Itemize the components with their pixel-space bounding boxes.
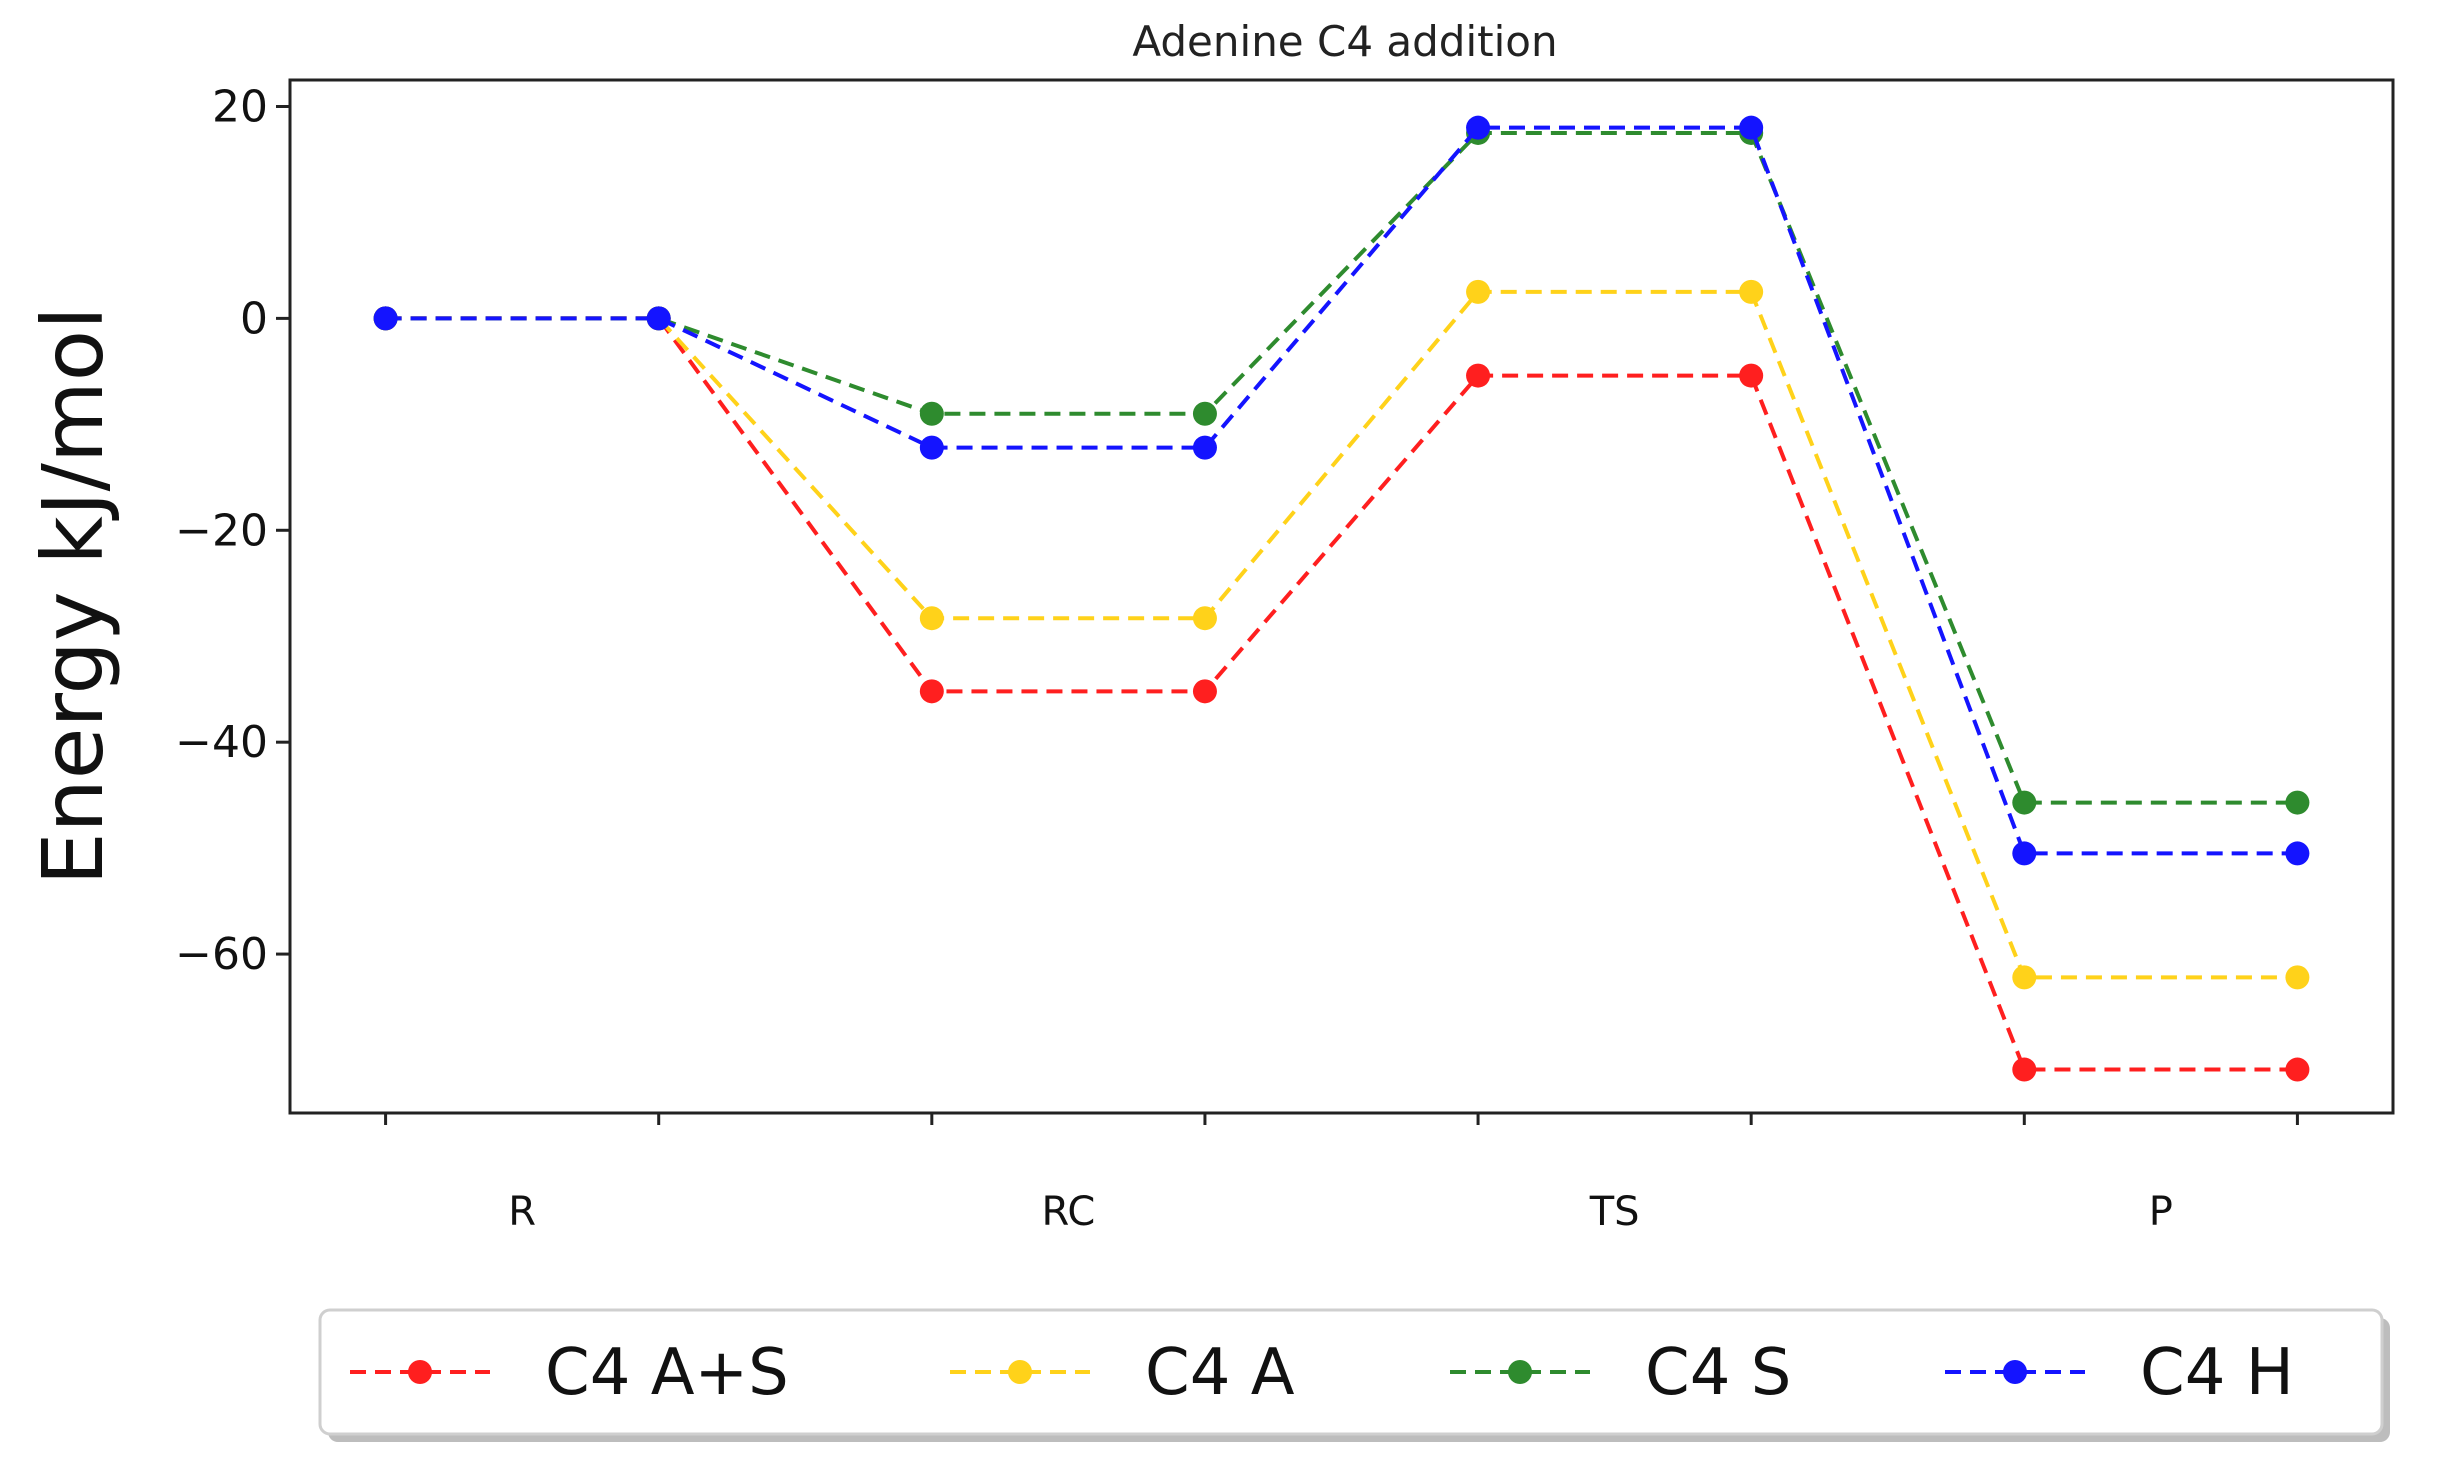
y-tick-label: −20 (175, 505, 268, 556)
data-point (646, 306, 671, 331)
data-point (1466, 279, 1491, 304)
x-axis-ticks (384, 1113, 2299, 1125)
data-point (1739, 279, 1764, 304)
data-point (919, 435, 944, 460)
plot-area-frame (288, 78, 2395, 1115)
legend-marker (408, 1360, 432, 1384)
data-point (1192, 679, 1217, 704)
series-c4-a (373, 279, 2310, 990)
legend-label: C4 S (1645, 1336, 1791, 1410)
data-point (373, 306, 398, 331)
x-category-label: TS (1589, 1189, 1640, 1235)
y-tick-label: 20 (212, 81, 268, 132)
data-point (2012, 841, 2037, 866)
data-point (2285, 1057, 2310, 1082)
legend-label: C4 A (1145, 1336, 1295, 1410)
series-line (385, 130, 2298, 805)
y-tick-label: 0 (240, 293, 268, 344)
data-point (1192, 606, 1217, 631)
series-line (385, 289, 2298, 980)
y-tick-label: −60 (175, 929, 268, 980)
data-point (919, 679, 944, 704)
x-category-label: R (508, 1189, 536, 1235)
data-point (1192, 435, 1217, 460)
x-category-label: P (2149, 1189, 2173, 1235)
data-point (1466, 363, 1491, 388)
data-point (1192, 401, 1217, 426)
legend-items: C4 A+S C4 A C4 S C4 H (350, 1336, 2294, 1410)
series-c4-s (373, 120, 2310, 815)
legend-item: C4 A (950, 1336, 1295, 1410)
x-category-labels: R RC TS P (508, 1189, 2173, 1235)
legend-item: C4 H (1945, 1336, 2294, 1410)
series-line (385, 125, 2298, 856)
chart-title: Adenine C4 addition (1132, 17, 1557, 66)
legend-marker (2003, 1360, 2027, 1384)
y-axis-ticks: 20 0 −20 −40 −60 (175, 81, 290, 980)
legend-item: C4 A+S (350, 1336, 789, 1410)
series-line (385, 316, 2298, 1072)
legend-marker (1508, 1360, 1532, 1384)
data-point (2012, 965, 2037, 990)
legend-item: C4 S (1450, 1336, 1791, 1410)
data-point (1739, 363, 1764, 388)
data-point (1466, 115, 1491, 140)
data-point (2285, 790, 2310, 815)
data-point (919, 606, 944, 631)
y-axis-label: Energy kJ/mol (24, 306, 122, 885)
legend: C4 A+S C4 A C4 S C4 H (318, 1308, 2390, 1442)
legend-box (318, 1308, 2384, 1436)
legend-label: C4 H (2140, 1336, 2294, 1410)
data-point (2285, 841, 2310, 866)
data-point (2285, 965, 2310, 990)
data-point (1739, 115, 1764, 140)
data-point (2012, 1057, 2037, 1082)
legend-marker (1008, 1360, 1032, 1384)
data-point (2012, 790, 2037, 815)
legend-label: C4 A+S (545, 1336, 789, 1410)
series-c4-h (373, 115, 2310, 866)
series-layer (373, 115, 2310, 1082)
y-tick-label: −40 (175, 717, 268, 768)
x-category-label: RC (1042, 1189, 1096, 1235)
data-point (919, 401, 944, 426)
